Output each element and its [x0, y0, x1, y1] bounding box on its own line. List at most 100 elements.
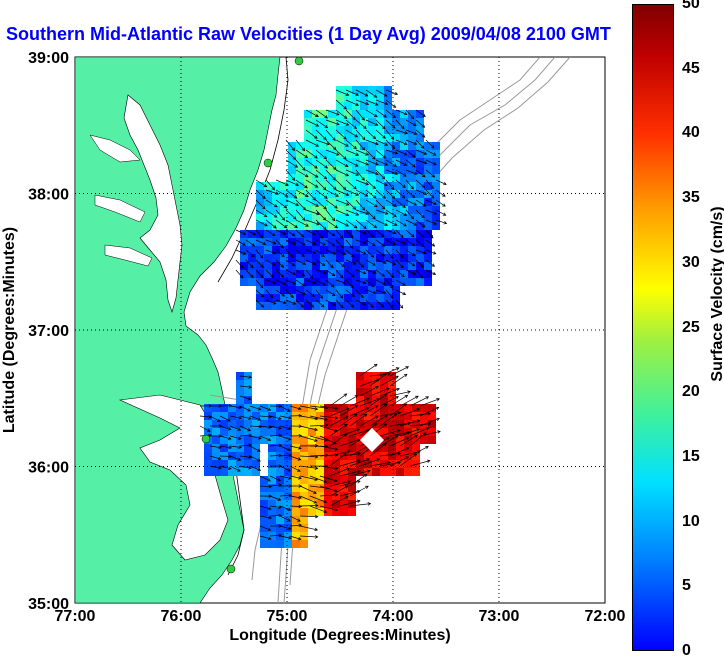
velocity-cell — [340, 508, 348, 516]
velocity-cell — [268, 468, 276, 476]
velocity-cell — [424, 254, 432, 262]
velocity-cell — [244, 388, 252, 396]
velocity-cell — [388, 468, 396, 476]
station-marker — [295, 57, 303, 65]
velocity-cell — [284, 500, 292, 508]
velocity-cell — [268, 444, 276, 452]
velocity-cell — [264, 302, 272, 310]
velocity-cell — [360, 262, 368, 270]
velocity-cell — [296, 302, 304, 310]
velocity-cell — [296, 182, 304, 190]
velocity-cell — [260, 540, 268, 548]
x-tick-label: 74:00 — [373, 608, 414, 625]
colorbar-tick-label: 20 — [682, 383, 700, 401]
velocity-cell — [300, 508, 308, 516]
velocity-cell — [272, 302, 280, 310]
velocity-cell — [388, 436, 396, 444]
velocity-cell — [376, 126, 384, 134]
velocity-cell — [376, 254, 384, 262]
velocity-cell — [404, 468, 412, 476]
velocity-cell — [360, 126, 368, 134]
velocity-cell — [432, 174, 440, 182]
velocity-cell — [288, 278, 296, 286]
velocity-cell — [220, 412, 228, 420]
velocity-cell — [412, 468, 420, 476]
velocity-cell — [292, 540, 300, 548]
velocity-cell — [324, 492, 332, 500]
velocity-cell — [400, 150, 408, 158]
velocity-cell — [308, 420, 316, 428]
velocity-cell — [304, 246, 312, 254]
velocity-cell — [260, 476, 268, 484]
velocity-cell — [348, 420, 356, 428]
velocity-cell — [408, 126, 416, 134]
velocity-cell — [264, 286, 272, 294]
velocity-cell — [228, 404, 236, 412]
velocity-cell — [412, 404, 420, 412]
velocity-cell — [264, 198, 272, 206]
velocity-cell — [344, 206, 352, 214]
velocity-cell — [260, 404, 268, 412]
velocity-cell — [416, 278, 424, 286]
velocity-cell — [300, 444, 308, 452]
colorbar-tick-label: 45 — [682, 60, 700, 78]
velocity-cell — [396, 444, 404, 452]
x-tick-label: 72:00 — [585, 608, 626, 625]
velocity-cell — [256, 246, 264, 254]
velocity-cell — [320, 286, 328, 294]
velocity-cell — [228, 444, 236, 452]
velocity-cell — [300, 516, 308, 524]
velocity-cell — [300, 540, 308, 548]
velocity-cell — [284, 540, 292, 548]
velocity-cell — [260, 500, 268, 508]
velocity-cell — [292, 516, 300, 524]
velocity-cell — [400, 134, 408, 142]
velocity-cell — [348, 484, 356, 492]
colorbar — [632, 4, 674, 651]
velocity-cell — [308, 508, 316, 516]
velocity-cell — [368, 94, 376, 102]
velocity-cell — [344, 86, 352, 94]
velocity-cell — [336, 126, 344, 134]
velocity-cell — [432, 166, 440, 174]
velocity-cell — [344, 262, 352, 270]
velocity-cell — [212, 444, 220, 452]
velocity-cell — [304, 262, 312, 270]
velocity-cell — [276, 468, 284, 476]
velocity-cell — [244, 372, 252, 380]
velocity-cell — [328, 158, 336, 166]
velocity-cell — [300, 428, 308, 436]
velocity-cell — [260, 508, 268, 516]
velocity-cell — [408, 230, 416, 238]
velocity-cell — [284, 484, 292, 492]
velocity-cell — [288, 174, 296, 182]
velocity-cell — [356, 380, 364, 388]
velocity-cell — [388, 404, 396, 412]
velocity-cell — [316, 508, 324, 516]
colorbar-tick-label: 25 — [682, 319, 700, 337]
y-tick-label: 39:00 — [28, 50, 69, 67]
velocity-cell — [340, 444, 348, 452]
velocity-cell — [252, 468, 260, 476]
velocity-cell — [400, 246, 408, 254]
velocity-cell — [236, 468, 244, 476]
velocity-cell — [212, 412, 220, 420]
velocity-cell — [312, 174, 320, 182]
velocity-cell — [236, 436, 244, 444]
velocity-cell — [348, 508, 356, 516]
velocity-cell — [220, 428, 228, 436]
velocity-cell — [368, 174, 376, 182]
velocity-cell — [256, 198, 264, 206]
velocity-cell — [252, 412, 260, 420]
velocity-cell — [268, 516, 276, 524]
velocity-cell — [368, 118, 376, 126]
velocity-cell — [396, 468, 404, 476]
velocity-cell — [260, 484, 268, 492]
velocity-cell — [316, 468, 324, 476]
velocity-cell — [340, 436, 348, 444]
velocity-cell — [268, 540, 276, 548]
velocity-cell — [304, 302, 312, 310]
velocity-cell — [352, 278, 360, 286]
